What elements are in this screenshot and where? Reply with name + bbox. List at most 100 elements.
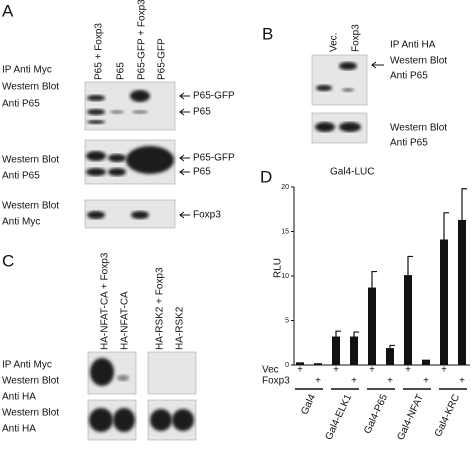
lane-label: HA-NFAT-CA (120, 291, 131, 350)
band (150, 409, 172, 431)
blot-label: Anti P65 (2, 171, 40, 182)
condition-mark: + (459, 376, 465, 387)
blot-label: Anti P65 (2, 99, 40, 110)
panel-label: C (2, 251, 14, 270)
arrow (179, 154, 190, 162)
condition-mark: + (351, 376, 357, 387)
band (130, 90, 150, 102)
blot-label: Anti HA (2, 392, 36, 403)
lane-label: HA-NFAT-CA + Foxp3 (100, 252, 111, 350)
blot-label: Western Blot (390, 56, 447, 67)
band (87, 120, 105, 124)
band (316, 85, 332, 91)
bar (296, 362, 304, 365)
band (339, 122, 361, 132)
blot-label: Anti HA (2, 424, 36, 435)
blot-label: IP Anti Myc (2, 360, 52, 371)
panel-label: A (2, 1, 14, 20)
condition-mark: + (369, 365, 375, 376)
error-bar (389, 344, 395, 349)
blot-label: Anti Myc (2, 217, 40, 228)
band (87, 109, 105, 115)
blot-label: Western Blot (2, 376, 59, 387)
arrow (179, 211, 190, 219)
band (342, 88, 354, 92)
band (113, 408, 135, 432)
lane-label: Foxp3 (351, 24, 362, 52)
blot (147, 351, 197, 395)
bar (314, 363, 322, 365)
condition-mark: + (423, 376, 429, 387)
condition-mark: + (297, 365, 303, 376)
error-bar (353, 331, 359, 337)
x-tick-label: Gal4-KRC (433, 393, 462, 439)
band-label: P65-GFP (193, 91, 235, 102)
band (87, 95, 105, 101)
condition-mark: + (333, 365, 339, 376)
error-bar (443, 212, 449, 240)
blot (311, 54, 368, 106)
band-label: Foxp3 (193, 210, 221, 221)
error-bar (407, 255, 413, 276)
band-label: P65 (193, 167, 211, 178)
y-tick-label: 10 (281, 273, 289, 280)
y-tick-label: 5 (285, 317, 289, 324)
arrow (179, 108, 190, 116)
blot-label: IP Anti HA (390, 40, 436, 51)
blot-label: Western Blot (2, 82, 59, 93)
lane-label: P65-GFP + Foxp3 (137, 0, 148, 80)
arrow (179, 168, 190, 176)
bar (332, 336, 340, 365)
arrow (179, 92, 190, 100)
y-axis-label: RLU (273, 258, 284, 278)
band (108, 154, 126, 162)
condition-mark: + (441, 365, 447, 376)
x-tick-label: Gal4-ELK1 (323, 392, 354, 441)
condition-mark: + (387, 376, 393, 387)
band-label: P65 (193, 107, 211, 118)
blot-label: Western Blot (2, 201, 59, 212)
band (110, 110, 124, 114)
condition-mark: + (405, 365, 411, 376)
y-tick-label: 15 (281, 228, 289, 235)
bar (458, 219, 466, 365)
bar (422, 359, 430, 365)
band (108, 168, 126, 176)
blot-label: Anti P65 (390, 138, 428, 149)
error-bar (335, 330, 341, 337)
band (87, 211, 105, 219)
lane-label: P65 + Foxp3 (94, 23, 105, 80)
band (89, 408, 113, 432)
chart-title: Gal4-LUC (330, 167, 374, 178)
bar (386, 348, 394, 365)
error-bar (371, 270, 377, 288)
band (172, 409, 194, 431)
band (315, 122, 335, 132)
band (339, 62, 357, 70)
condition-label: Vec (262, 365, 279, 376)
y-tick-label: 0 (285, 362, 289, 369)
panel-label: D (260, 167, 272, 186)
band (86, 151, 106, 161)
band (90, 358, 114, 386)
band (132, 110, 148, 114)
x-tick-label: Gal4 (299, 392, 318, 416)
blot-label: Western Blot (2, 155, 59, 166)
x-tick-label: Gal4-NFAT (395, 393, 426, 442)
lane-label: P65 (116, 62, 127, 80)
lane-label: P65-GFP (157, 38, 168, 80)
bar (404, 275, 412, 365)
lane-label: HA-RSK2 + Foxp3 (155, 267, 166, 350)
band-label: P65-GFP (193, 153, 235, 164)
condition-label: Foxp3 (262, 376, 290, 387)
blot-label: Western Blot (2, 408, 59, 419)
panel-label: B (262, 24, 273, 43)
arrow (371, 61, 384, 69)
blot-label: Anti P65 (390, 71, 428, 82)
bar (368, 287, 376, 365)
blot-label: Western Blot (390, 123, 447, 134)
y-tick-label: 20 (281, 184, 289, 191)
band (126, 146, 174, 174)
band (86, 168, 106, 176)
